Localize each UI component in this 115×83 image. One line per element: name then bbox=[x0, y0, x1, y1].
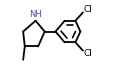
Text: Cl: Cl bbox=[83, 49, 92, 58]
Text: Cl: Cl bbox=[83, 5, 92, 14]
Text: NH: NH bbox=[29, 10, 42, 19]
